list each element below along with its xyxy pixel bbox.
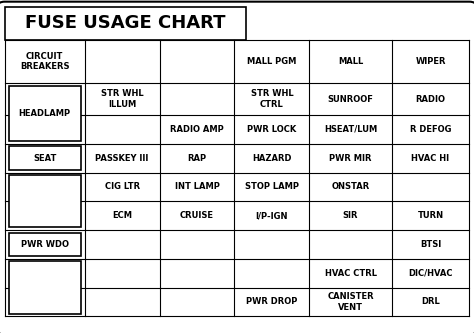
Text: ECM: ECM	[112, 211, 132, 220]
Text: MALL: MALL	[338, 57, 363, 66]
Text: INT LAMP: INT LAMP	[174, 182, 219, 191]
Text: PASSKEY III: PASSKEY III	[95, 154, 149, 163]
Text: PWR MIR: PWR MIR	[329, 154, 372, 163]
Text: CANISTER
VENT: CANISTER VENT	[327, 292, 374, 312]
Bar	[9, 233, 81, 256]
Text: SUNROOF: SUNROOF	[328, 95, 374, 104]
Text: RADIO: RADIO	[416, 95, 446, 104]
Text: PWR LOCK: PWR LOCK	[247, 125, 296, 134]
Text: HVAC HI: HVAC HI	[411, 154, 450, 163]
Bar	[9, 261, 81, 314]
Bar	[5, 7, 246, 40]
Text: I/P-IGN: I/P-IGN	[255, 211, 288, 220]
Text: CRUISE: CRUISE	[180, 211, 214, 220]
Text: SEAT: SEAT	[33, 154, 56, 163]
Text: STR WHL
ILLUM: STR WHL ILLUM	[101, 89, 144, 109]
Text: TURN: TURN	[418, 211, 444, 220]
Text: STR WHL
CTRL: STR WHL CTRL	[251, 89, 293, 109]
Text: HVAC CTRL: HVAC CTRL	[325, 269, 376, 278]
Text: BTSI: BTSI	[420, 240, 441, 249]
Text: HAZARD: HAZARD	[252, 154, 292, 163]
Bar	[9, 175, 81, 227]
Text: PWR WDO: PWR WDO	[21, 240, 69, 249]
Text: WIPER: WIPER	[415, 57, 446, 66]
Bar	[9, 147, 81, 170]
Text: PWR DROP: PWR DROP	[246, 297, 298, 306]
Text: ONSTAR: ONSTAR	[331, 182, 370, 191]
Text: HSEAT/LUM: HSEAT/LUM	[324, 125, 377, 134]
Text: SIR: SIR	[343, 211, 358, 220]
Text: RAP: RAP	[187, 154, 207, 163]
Text: CIG LTR: CIG LTR	[105, 182, 140, 191]
Text: FUSE USAGE CHART: FUSE USAGE CHART	[25, 14, 226, 32]
Text: MALL PGM: MALL PGM	[247, 57, 297, 66]
Text: DIC/HVAC: DIC/HVAC	[408, 269, 453, 278]
Text: CIRCUIT
BREAKERS: CIRCUIT BREAKERS	[20, 52, 70, 71]
Bar	[9, 86, 81, 141]
Text: DRL: DRL	[421, 297, 440, 306]
Text: RADIO AMP: RADIO AMP	[170, 125, 224, 134]
Text: STOP LAMP: STOP LAMP	[245, 182, 299, 191]
Text: R DEFOG: R DEFOG	[410, 125, 451, 134]
Text: HEADLAMP: HEADLAMP	[18, 109, 71, 118]
